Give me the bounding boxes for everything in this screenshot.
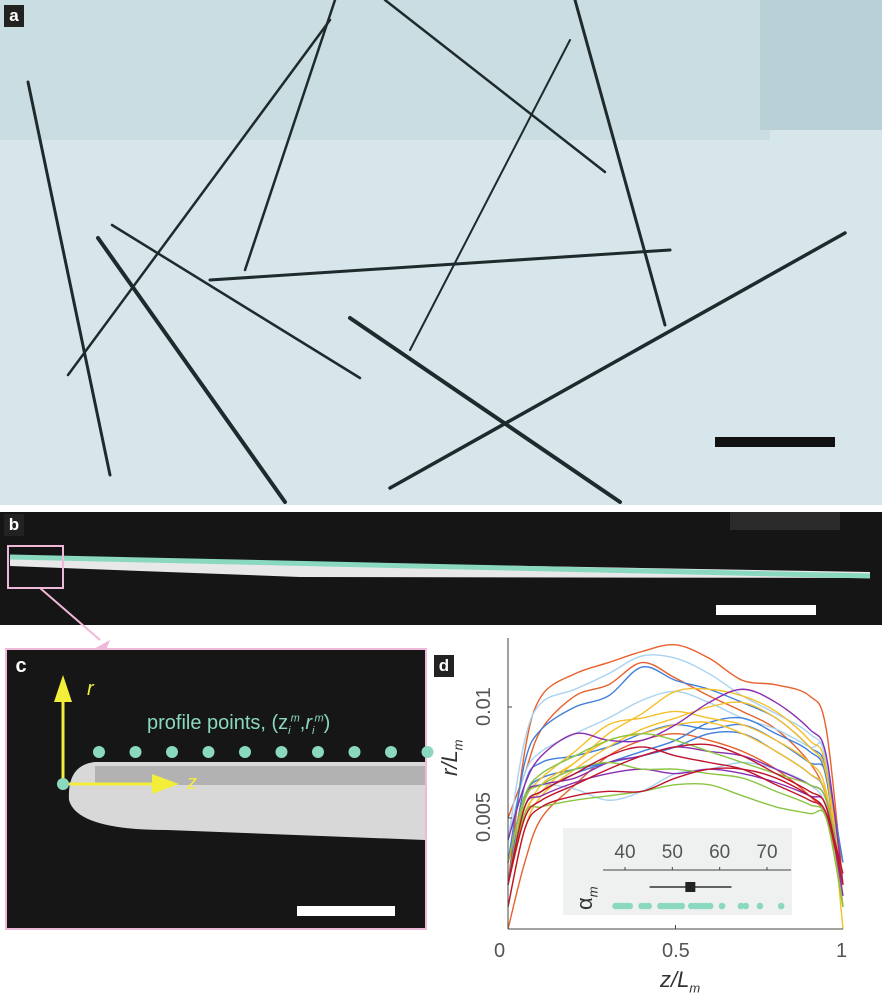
inset-data-point [718,902,726,910]
profile-point [348,746,361,758]
panel-b-micrograph: b [0,512,882,625]
panel-label-d: d [434,655,454,677]
y-label-text: r/L [437,750,462,776]
panel-label-c: c [15,655,27,677]
profile-curve [507,761,844,907]
inset-data-point [756,902,764,910]
inset-mean-marker [685,882,696,892]
profile-curve [507,688,844,885]
profile-points [57,746,434,790]
inset-data-point [742,902,749,910]
y-tick-0.01: 0.01 [473,687,495,726]
x-label-text: z/L [660,967,690,992]
inset-data-point [645,902,652,910]
annotation-close: ) [323,712,331,734]
scale-bar [715,437,835,447]
alpha-inset: 40 50 60 70 [563,828,792,915]
profile-point [129,746,142,758]
annotation-sup-2: m [314,712,324,725]
profile-point [202,746,215,758]
zoom-region-box [7,545,64,589]
profile-point [57,778,69,790]
profile-point [275,746,288,758]
panel-c-micrograph: c r z profile points, (zim,rim) [5,648,434,930]
alpha-sub: m [585,886,601,898]
scale-bar [716,605,816,615]
inset-data-point [737,902,745,910]
inset-tick-label: 70 [756,842,777,863]
panel-label-b: b [4,514,24,536]
annotation-sup: m [290,712,300,725]
inset-background [563,828,792,915]
profile-curve [507,767,844,907]
inset-tick-label: 40 [614,842,635,863]
y-axis-label: r/Lm [437,739,466,776]
panel-label-a: a [4,5,24,27]
annotation-r: r [305,712,313,734]
y-label-sub: m [450,739,466,751]
inset-data-point [678,902,686,910]
x-tick-0.5: 0.5 [662,940,690,962]
inset-tick-label: 60 [709,842,730,863]
profile-curves [507,643,844,930]
profile-point [239,746,251,758]
inset-data-point [626,902,634,910]
annotation-text: profile points, (z [147,712,289,734]
profile-curve [507,643,844,885]
r-axis-label: r [87,678,94,700]
x-tick-0: 0 [494,940,506,962]
inset-data-point [777,902,785,910]
inset-tick-label: 50 [662,842,683,863]
coordinate-axes [54,675,179,794]
needle-sem-image [7,512,871,615]
y-tick-0.005: 0.005 [473,791,495,842]
x-axis-label: z/Lm [660,967,701,996]
annotation-sub: i [288,725,291,737]
profile-curve [507,654,844,907]
profile-points-label: profile points, (zim,rim) [147,712,331,737]
profile-point [312,746,324,758]
x-tick-1: 1 [836,940,848,962]
profile-point [421,746,434,758]
profile-curve [507,743,844,885]
annotation-sub-2: i [312,725,315,737]
scale-bar [297,906,395,916]
inset-data-point [706,902,714,910]
inset-y-label: αm [572,886,601,910]
profile-curve [507,732,844,885]
profile-curve [507,746,844,885]
panel-a-micrograph: a [0,0,882,505]
alpha-text: α [572,897,597,910]
z-axis-label: z [187,772,197,794]
profile-curve [507,710,844,907]
profile-point [385,746,397,758]
needles-image [0,0,882,504]
profile-point [93,746,105,758]
profile-point [166,746,178,758]
tip-sem-image [54,675,434,916]
x-label-sub: m [689,980,701,996]
